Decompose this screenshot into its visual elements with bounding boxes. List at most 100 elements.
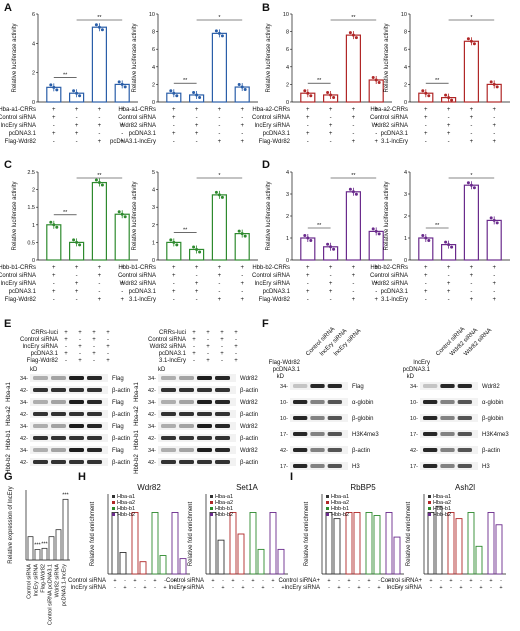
bar — [365, 512, 373, 575]
panel-letter-h: H — [78, 471, 86, 483]
blot-band — [310, 384, 325, 388]
blot-band — [87, 412, 102, 416]
data-point — [303, 89, 307, 93]
condition-sign: - — [328, 585, 330, 591]
condition-label: pcDNA3.1 — [9, 131, 37, 137]
condition-sign: + — [499, 585, 502, 591]
blot-band — [215, 412, 230, 416]
kd-marker: 17- — [280, 432, 288, 438]
condition-sign: + — [352, 107, 356, 113]
chart-panel-h2: Set1A Relative fold enrichment Hba-a1Hba-a… — [166, 483, 288, 591]
sig-label: ** — [97, 15, 102, 21]
condition-sign: + — [172, 115, 176, 121]
legend-label: Hba-a1 — [117, 494, 135, 500]
legend-label: Hbb-b1 — [433, 506, 451, 512]
y-tick-label: 4 — [32, 41, 35, 47]
blot-sign: + — [234, 330, 238, 336]
gene-label: Hbb-b2 — [134, 454, 140, 474]
condition-sign: - — [154, 585, 156, 591]
condition-label: lncEry siRNA — [169, 585, 204, 591]
legend-label: Hba-a1 — [331, 494, 349, 500]
condition-sign: + — [52, 273, 56, 279]
data-point — [75, 91, 79, 95]
blot-band — [87, 400, 102, 404]
bar — [447, 512, 455, 575]
condition-sign: + — [306, 265, 310, 271]
kd-marker: 42- — [20, 460, 28, 466]
data-point — [117, 210, 121, 214]
data-point — [371, 227, 375, 231]
data-point — [332, 95, 336, 99]
blot-band — [161, 424, 176, 428]
blot-sign: + — [206, 330, 210, 336]
y-tick-label: 3 — [404, 192, 407, 198]
condition-label: pcDNA3.1 — [9, 289, 37, 295]
blot-band — [197, 376, 212, 380]
legend-label: Hba-a2 — [215, 500, 233, 506]
bar — [139, 561, 147, 575]
bar — [48, 536, 55, 561]
y-tick-label: 1 — [404, 236, 407, 242]
condition-label: Flag-Wdr82 — [259, 139, 291, 145]
condition-sign: - — [470, 123, 472, 129]
condition-sign: + — [221, 585, 224, 591]
y-tick-label: 10 — [401, 12, 407, 18]
bar — [237, 533, 245, 575]
condition-sign: + — [329, 123, 333, 129]
y-tick-label: 3 — [286, 192, 289, 198]
sig-label: ** — [183, 227, 188, 233]
condition-sign: + — [75, 123, 79, 129]
data-point — [492, 82, 496, 86]
blot-band — [69, 448, 84, 452]
chart-panel-a1: Relative luciferase activity 0 2 4 6 ** ** Hba-… — [0, 12, 138, 145]
condition-label: Hba-a2-CRRs — [370, 107, 408, 113]
condition-sign: - — [262, 578, 264, 584]
legend-label: Hba-a1 — [215, 494, 233, 500]
condition-label: Control siRNA — [118, 115, 156, 121]
condition-label: Wdr82 siRNA — [120, 123, 156, 129]
condition-sign: - — [448, 139, 450, 145]
blot-band — [293, 384, 308, 388]
sig-label: * — [218, 173, 221, 179]
condition-label: lncEry siRNA — [255, 123, 290, 129]
condition-sign: - — [53, 297, 55, 303]
condition-sign: + — [52, 131, 56, 137]
blot-band — [327, 448, 342, 452]
condition-sign: + — [153, 578, 156, 584]
condition-sign: + — [218, 273, 222, 279]
condition-sign: + — [377, 585, 380, 591]
gene-label: Hba-a2 — [134, 406, 140, 426]
bar — [435, 505, 443, 575]
condition-sign: + — [75, 289, 79, 295]
blot-band — [197, 424, 212, 428]
blot-band — [69, 424, 84, 428]
condition-sign: + — [306, 107, 310, 113]
blot-sign: + — [78, 330, 82, 336]
bar — [41, 547, 48, 561]
bar — [486, 219, 502, 261]
blot-sign: - — [65, 358, 67, 364]
condition-sign: - — [76, 115, 78, 121]
data-point — [78, 243, 82, 247]
bar — [111, 512, 119, 575]
condition-sign: + — [459, 585, 462, 591]
condition-sign: + — [447, 107, 451, 113]
condition-sign: + — [98, 107, 102, 113]
blot-sign: - — [65, 344, 67, 350]
condition-sign: - — [450, 585, 452, 591]
blot-band-label: Flag — [352, 384, 364, 390]
condition-sign: - — [173, 139, 175, 145]
condition-sign: + — [329, 107, 333, 113]
gene-label: Hbb-b1 — [134, 430, 140, 450]
kd-marker: 10- — [410, 416, 418, 422]
blot-band — [457, 464, 472, 468]
condition-sign: - — [76, 139, 78, 145]
y-tick-label: 2 — [404, 214, 407, 220]
blot-sign: + — [206, 358, 210, 364]
condition-sign: + — [374, 107, 378, 113]
bar — [171, 512, 179, 575]
condition-sign: + — [52, 265, 56, 271]
x-tick-label: Flag-Wdr82 — [41, 564, 47, 593]
blot-band — [87, 436, 102, 440]
blot-band — [327, 400, 342, 404]
